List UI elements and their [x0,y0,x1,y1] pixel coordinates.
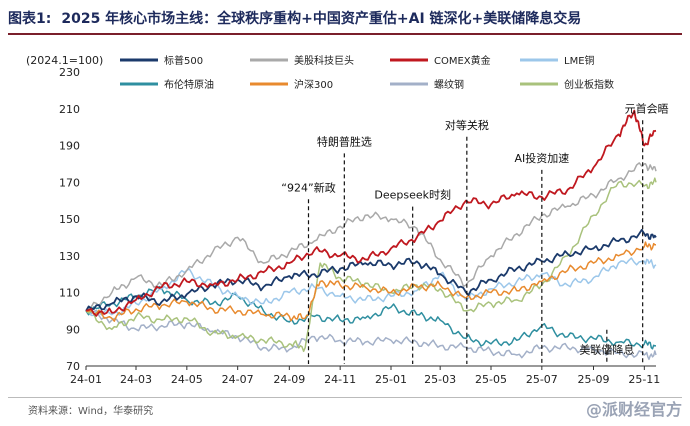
series-line [85,228,657,312]
y-tick-label: 150 [59,213,80,226]
figure-label: 图表1: [8,11,52,27]
annotation-label: “924”新政 [281,180,335,194]
annotation-label: Deepseek时刻 [374,188,451,202]
x-tick-label: 25-09 [578,373,610,386]
x-tick-label: 25-11 [628,373,660,386]
source-divider [8,397,682,398]
x-tick-label: 25-03 [424,373,456,386]
series-line [85,241,657,322]
y-tick-label: 110 [59,287,80,300]
y-tick-label: 170 [59,176,80,189]
annotation-label: 特朗普胜选 [317,134,372,148]
series-line [85,285,657,350]
x-tick-label: 25-07 [526,373,558,386]
legend-label: COMEX黄金 [434,54,491,67]
title-rule [8,33,682,35]
y-tick-label: 70 [66,360,80,373]
x-tick-label: 24-09 [273,373,305,386]
y-axis-label: (2024.1=100) [26,54,103,67]
chart-title: 2025 年核心市场主线：全球秩序重构+中国资产重估+AI 链深化+美联储降息交… [61,11,582,27]
legend-label: 标普500 [164,54,203,67]
y-tick-label: 130 [59,250,80,263]
chart-title-row: 图表1: 2025 年核心市场主线：全球秩序重构+中国资产重估+AI 链深化+美联… [8,8,682,34]
x-tick-label: 24-05 [171,373,203,386]
chart-axes: 70 90 110 130 150 170 190 210 230 24-01 24-03 24-05… [59,66,660,386]
watermark-text: @派财经官方 [585,400,682,419]
annotation-label: 元首会晤 [625,101,669,115]
x-tick-label: 24-01 [70,373,102,386]
x-tick-label: 24-07 [222,373,254,386]
x-tick-label: 25-01 [375,373,407,386]
series-line [85,109,657,317]
x-tick-label: 24-03 [120,373,152,386]
x-tick-label: 25-05 [475,373,507,386]
y-tick-label: 230 [59,66,80,79]
series-line [85,177,657,353]
legend-label: 沪深300 [294,78,333,91]
legend-label: LME铜 [564,55,595,67]
annotation-label: 美联储降息 [579,343,634,357]
legend-label: 螺纹钢 [434,78,464,91]
series-line [85,309,657,361]
series-layer [85,109,657,361]
y-tick-label: 190 [59,140,80,153]
x-tick-label: 24-11 [324,373,356,386]
legend-label: 美股科技巨头 [294,54,354,67]
series-line [85,162,657,312]
y-tick-label: 210 [59,103,80,116]
source-note: 资料来源：Wind，华泰研究 [28,406,154,417]
series-line [85,257,657,317]
annotation-label: AI投资加速 [514,151,569,165]
y-tick-label: 90 [66,323,80,336]
annotation-label: 对等关税 [445,118,489,132]
legend-label: 创业板指数 [564,78,614,91]
legend-label: 布伦特原油 [164,78,214,91]
